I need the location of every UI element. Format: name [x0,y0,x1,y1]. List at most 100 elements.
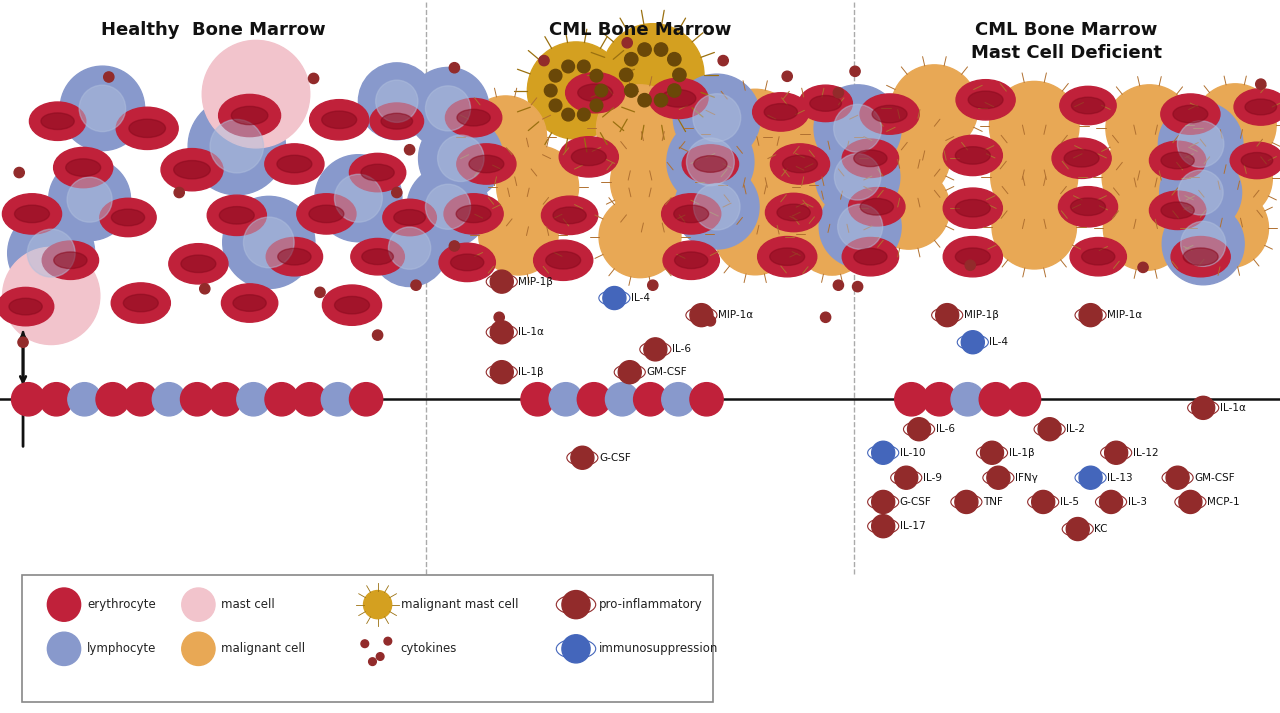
Ellipse shape [1138,262,1148,272]
Text: IL-1α: IL-1α [1220,403,1245,413]
Ellipse shape [372,330,383,340]
Ellipse shape [237,383,270,416]
Ellipse shape [668,53,681,66]
Text: KC: KC [1094,524,1108,534]
Ellipse shape [854,150,887,167]
Ellipse shape [782,71,792,81]
Ellipse shape [895,383,928,416]
Ellipse shape [1178,120,1224,168]
Ellipse shape [662,383,695,416]
Ellipse shape [376,80,419,123]
Ellipse shape [200,284,210,294]
Ellipse shape [0,287,54,326]
Text: lymphocyte: lymphocyte [87,642,156,655]
Ellipse shape [1158,102,1243,186]
Ellipse shape [411,280,421,290]
Ellipse shape [60,66,145,150]
Ellipse shape [310,100,369,140]
Ellipse shape [1183,248,1219,265]
Ellipse shape [3,247,100,344]
Ellipse shape [188,98,285,195]
Ellipse shape [852,282,863,292]
Ellipse shape [370,103,424,140]
Ellipse shape [1180,221,1226,267]
Ellipse shape [202,41,310,148]
Text: IL-6: IL-6 [936,424,955,434]
Ellipse shape [923,383,956,416]
Ellipse shape [605,383,639,416]
Ellipse shape [1161,94,1220,134]
Ellipse shape [596,85,684,172]
Ellipse shape [602,24,704,126]
Ellipse shape [819,186,901,267]
Ellipse shape [438,135,484,182]
Ellipse shape [1064,150,1100,167]
Ellipse shape [349,153,406,192]
Ellipse shape [321,383,355,416]
Ellipse shape [49,159,131,240]
Ellipse shape [758,237,817,277]
Ellipse shape [772,96,854,178]
Ellipse shape [534,240,593,280]
Ellipse shape [577,383,611,416]
Ellipse shape [989,81,1079,171]
Text: IL-17: IL-17 [900,521,925,531]
Text: IL-1β: IL-1β [1009,448,1034,458]
Ellipse shape [571,446,594,469]
Ellipse shape [771,144,829,184]
Ellipse shape [694,183,740,230]
Ellipse shape [219,207,255,224]
Ellipse shape [943,135,1002,175]
Ellipse shape [992,185,1076,269]
Ellipse shape [381,113,412,129]
Ellipse shape [769,248,805,265]
Ellipse shape [714,193,796,275]
Ellipse shape [468,155,504,173]
Ellipse shape [1032,491,1055,513]
Ellipse shape [297,194,356,234]
Ellipse shape [449,241,460,251]
Ellipse shape [544,84,557,97]
Ellipse shape [439,243,495,282]
Ellipse shape [96,383,129,416]
Ellipse shape [611,140,695,224]
Ellipse shape [221,284,278,322]
Ellipse shape [562,635,590,663]
Text: MIP-1α: MIP-1α [1107,310,1142,320]
Ellipse shape [1100,491,1123,513]
Ellipse shape [209,383,242,416]
Ellipse shape [41,113,74,130]
Ellipse shape [334,174,383,222]
Text: Healthy  Bone Marrow: Healthy Bone Marrow [101,21,326,39]
Ellipse shape [663,241,719,279]
Ellipse shape [673,205,709,222]
Ellipse shape [820,312,831,322]
Text: IL-9: IL-9 [923,473,942,483]
Ellipse shape [868,118,950,199]
Ellipse shape [1190,138,1272,219]
Ellipse shape [815,135,900,219]
Ellipse shape [174,188,184,198]
Ellipse shape [943,188,1002,228]
Ellipse shape [124,383,157,416]
Text: MIP-1β: MIP-1β [518,277,553,287]
Ellipse shape [1070,237,1126,276]
Ellipse shape [618,361,641,384]
Text: erythrocyte: erythrocyte [87,598,156,611]
Ellipse shape [1172,106,1208,123]
Ellipse shape [800,148,877,225]
Ellipse shape [660,90,696,107]
Ellipse shape [278,248,311,265]
Ellipse shape [315,155,402,242]
Ellipse shape [1256,79,1266,89]
Ellipse shape [765,193,822,232]
Text: mast cell: mast cell [221,598,275,611]
Ellipse shape [129,119,165,138]
Ellipse shape [527,42,625,139]
Ellipse shape [210,119,264,173]
Ellipse shape [837,204,883,250]
Ellipse shape [692,93,741,142]
Ellipse shape [936,304,959,327]
Text: immunosuppression: immunosuppression [599,642,718,655]
Ellipse shape [8,210,95,297]
